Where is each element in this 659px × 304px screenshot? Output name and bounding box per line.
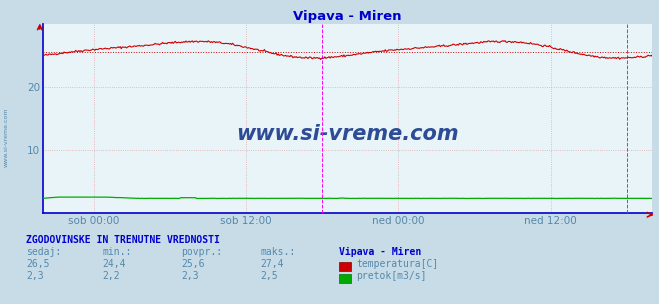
Text: 2,2: 2,2 <box>102 271 120 281</box>
Text: 24,4: 24,4 <box>102 259 126 269</box>
Text: 27,4: 27,4 <box>260 259 284 269</box>
Text: min.:: min.: <box>102 247 132 257</box>
Title: Vipava - Miren: Vipava - Miren <box>293 10 402 23</box>
Text: maks.:: maks.: <box>260 247 295 257</box>
Text: www.si-vreme.com: www.si-vreme.com <box>237 124 459 143</box>
Text: temperatura[C]: temperatura[C] <box>357 259 439 269</box>
Text: 2,3: 2,3 <box>26 271 44 281</box>
Text: 26,5: 26,5 <box>26 259 50 269</box>
Text: 2,5: 2,5 <box>260 271 278 281</box>
Text: sedaj:: sedaj: <box>26 247 61 257</box>
Text: povpr.:: povpr.: <box>181 247 222 257</box>
Text: pretok[m3/s]: pretok[m3/s] <box>357 271 427 281</box>
Text: 25,6: 25,6 <box>181 259 205 269</box>
Text: 2,3: 2,3 <box>181 271 199 281</box>
Text: Vipava - Miren: Vipava - Miren <box>339 247 422 257</box>
Text: www.si-vreme.com: www.si-vreme.com <box>3 107 9 167</box>
Text: ZGODOVINSKE IN TRENUTNE VREDNOSTI: ZGODOVINSKE IN TRENUTNE VREDNOSTI <box>26 235 220 245</box>
